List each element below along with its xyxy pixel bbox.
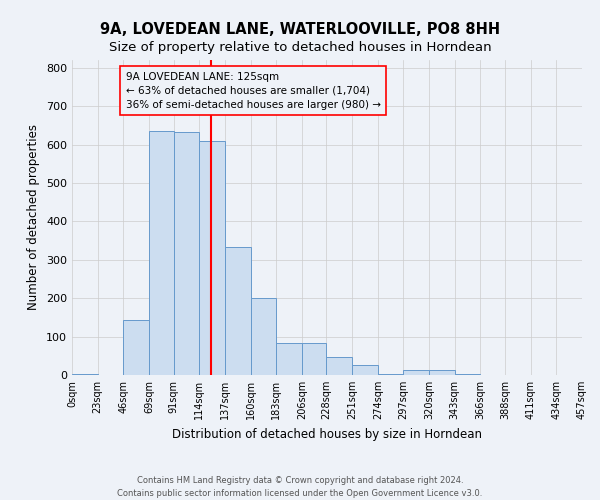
Text: 9A, LOVEDEAN LANE, WATERLOOVILLE, PO8 8HH: 9A, LOVEDEAN LANE, WATERLOOVILLE, PO8 8H…	[100, 22, 500, 38]
Text: Contains HM Land Registry data © Crown copyright and database right 2024.: Contains HM Land Registry data © Crown c…	[137, 476, 463, 485]
Bar	[352, 364, 378, 375]
Bar	[72, 374, 98, 375]
X-axis label: Distribution of detached houses by size in Horndean: Distribution of detached houses by size …	[172, 428, 482, 440]
Bar	[302, 342, 326, 375]
Y-axis label: Number of detached properties: Number of detached properties	[28, 124, 40, 310]
Bar	[199, 140, 225, 375]
Text: Size of property relative to detached houses in Horndean: Size of property relative to detached ho…	[109, 41, 491, 54]
Bar	[429, 370, 455, 375]
Bar	[326, 358, 352, 375]
Bar	[582, 374, 600, 375]
Bar	[455, 374, 481, 375]
Bar	[403, 370, 429, 375]
Bar	[276, 342, 302, 375]
Bar	[225, 247, 251, 375]
Bar	[251, 298, 276, 375]
Text: 9A LOVEDEAN LANE: 125sqm
← 63% of detached houses are smaller (1,704)
36% of sem: 9A LOVEDEAN LANE: 125sqm ← 63% of detach…	[125, 72, 380, 110]
Bar	[149, 131, 173, 375]
Text: Contains public sector information licensed under the Open Government Licence v3: Contains public sector information licen…	[118, 489, 482, 498]
Bar	[173, 132, 199, 375]
Bar	[124, 320, 149, 375]
Bar	[378, 374, 403, 375]
